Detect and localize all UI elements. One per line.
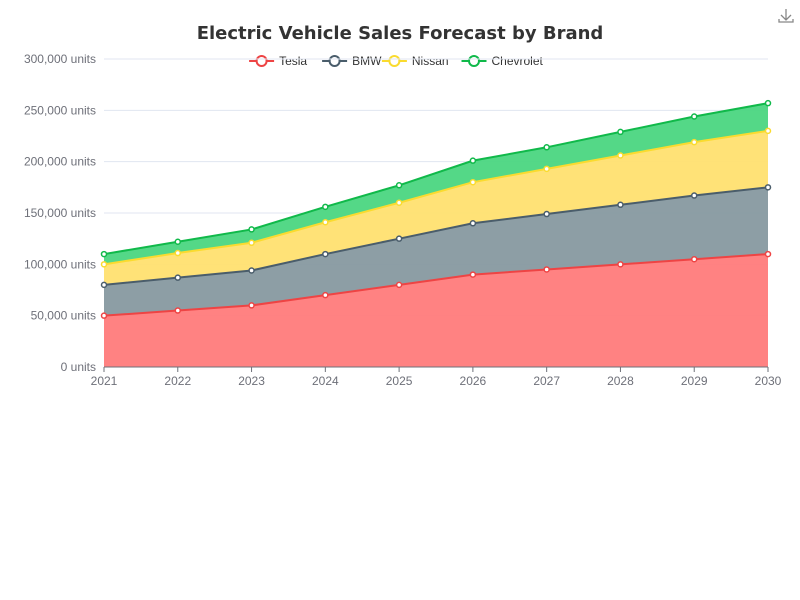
data-point-chevrolet[interactable] <box>322 203 329 211</box>
series-line-bmw <box>103 186 769 286</box>
data-point-bmw[interactable] <box>690 192 698 199</box>
legend-label: Chevrolet <box>492 54 544 68</box>
data-point-nissan[interactable] <box>100 261 108 268</box>
data-point-tesla[interactable] <box>469 271 477 278</box>
y-tick-label: 0 units <box>61 360 96 374</box>
y-tick-label: 50,000 units <box>31 309 96 323</box>
x-tick-label: 2027 <box>533 374 560 388</box>
data-point-nissan[interactable] <box>617 152 624 159</box>
legend-label: BMW <box>352 54 382 68</box>
data-point-chevrolet[interactable] <box>395 182 403 189</box>
legend-item-nissan[interactable]: Nissan <box>381 54 449 68</box>
legend-label: Nissan <box>412 54 449 68</box>
x-tick-label: 2021 <box>91 374 118 388</box>
data-point-bmw[interactable] <box>100 281 108 289</box>
data-point-tesla[interactable] <box>395 281 403 289</box>
download-icon[interactable] <box>778 9 794 23</box>
y-tick-label: 300,000 units <box>24 52 96 66</box>
data-point-chevrolet[interactable] <box>543 144 550 151</box>
y-tick-label: 100,000 units <box>24 257 96 271</box>
data-point-bmw[interactable] <box>617 201 624 209</box>
data-point-chevrolet[interactable] <box>100 250 108 258</box>
x-tick-label: 2024 <box>312 374 339 388</box>
data-point-bmw[interactable] <box>395 235 403 242</box>
data-point-bmw[interactable] <box>469 220 477 227</box>
x-tick-label: 2028 <box>607 374 634 388</box>
data-point-nissan[interactable] <box>690 138 698 146</box>
legend-marker <box>255 55 268 67</box>
data-point-chevrolet[interactable] <box>617 128 624 136</box>
data-point-tesla[interactable] <box>248 302 255 309</box>
data-point-tesla[interactable] <box>100 312 108 319</box>
data-point-tesla[interactable] <box>690 255 698 263</box>
data-point-nissan[interactable] <box>322 218 329 226</box>
legend-label: Tesla <box>279 54 307 68</box>
legend-item-bmw[interactable]: BMW <box>322 54 382 68</box>
data-point-chevrolet[interactable] <box>174 238 182 245</box>
legend[interactable]: Tesla BMW Nissan Chevrolet <box>249 54 544 68</box>
y-axis: 0 units 50,000 units 100,000 units 150,000 … <box>24 52 96 374</box>
plot-area <box>100 99 772 367</box>
x-tick-label: 2022 <box>164 374 191 388</box>
legend-item-tesla[interactable]: Tesla <box>249 54 307 68</box>
data-point-bmw[interactable] <box>543 210 550 218</box>
data-point-bmw[interactable] <box>764 184 772 191</box>
x-axis: 2021 2022 2023 2024 2025 2026 2027 2028 2029 2030 <box>91 366 782 388</box>
data-point-chevrolet[interactable] <box>469 157 477 164</box>
legend-marker <box>388 55 401 67</box>
data-point-tesla[interactable] <box>543 266 550 273</box>
series-line-tesla <box>103 253 769 317</box>
legend-marker <box>468 55 480 67</box>
data-point-chevrolet[interactable] <box>690 113 698 120</box>
data-point-tesla[interactable] <box>764 250 772 258</box>
data-point-tesla[interactable] <box>322 291 329 299</box>
x-tick-label: 2026 <box>460 374 487 388</box>
area-bmw <box>104 187 768 316</box>
y-tick-label: 200,000 units <box>24 155 96 169</box>
area-tesla <box>104 254 768 367</box>
data-point-tesla[interactable] <box>617 261 624 268</box>
x-tick-label: 2025 <box>386 374 413 388</box>
data-point-nissan[interactable] <box>174 249 182 257</box>
data-point-chevrolet[interactable] <box>764 99 772 107</box>
series-line-chevrolet <box>103 102 769 256</box>
data-point-bmw[interactable] <box>248 267 255 274</box>
data-point-bmw[interactable] <box>322 250 329 258</box>
series-line-nissan <box>103 129 769 266</box>
data-point-nissan[interactable] <box>764 127 772 135</box>
data-point-nissan[interactable] <box>469 178 477 186</box>
chart-title: Electric Vehicle Sales Forecast by Brand <box>197 23 604 44</box>
data-point-nissan[interactable] <box>395 199 403 206</box>
data-point-tesla[interactable] <box>174 307 182 314</box>
data-point-nissan[interactable] <box>543 165 550 173</box>
data-point-chevrolet[interactable] <box>248 226 255 233</box>
data-point-bmw[interactable] <box>174 274 182 281</box>
x-tick-label: 2029 <box>681 374 708 388</box>
area-nissan <box>104 130 768 285</box>
data-point-nissan[interactable] <box>248 239 255 247</box>
x-tick-label: 2030 <box>755 374 782 388</box>
legend-marker <box>328 55 341 67</box>
y-tick-label: 250,000 units <box>24 103 96 117</box>
y-tick-label: 150,000 units <box>24 206 96 220</box>
x-tick-label: 2023 <box>238 374 265 388</box>
legend-item-chevrolet[interactable]: Chevrolet <box>461 54 544 68</box>
